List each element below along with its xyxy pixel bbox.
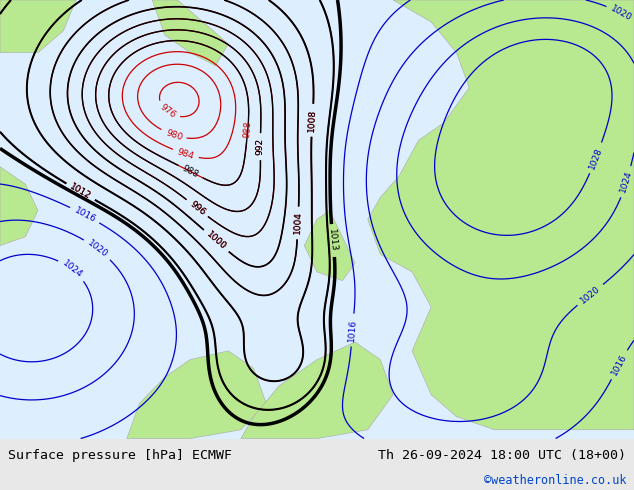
Text: 1013: 1013 <box>327 229 339 252</box>
Text: 976: 976 <box>158 103 177 121</box>
Text: Th 26-09-2024 18:00 UTC (18+00): Th 26-09-2024 18:00 UTC (18+00) <box>378 448 626 462</box>
Text: 1000: 1000 <box>205 230 228 252</box>
Polygon shape <box>0 0 76 52</box>
Text: 996: 996 <box>188 199 207 217</box>
Text: 992: 992 <box>256 138 265 155</box>
Text: 992: 992 <box>256 138 265 155</box>
Text: 1024: 1024 <box>619 170 634 194</box>
Text: 1016: 1016 <box>610 352 628 377</box>
Text: 1012: 1012 <box>68 182 93 201</box>
Text: 1004: 1004 <box>293 211 303 235</box>
Polygon shape <box>304 211 355 281</box>
Text: 1008: 1008 <box>307 108 318 132</box>
Text: ©weatheronline.co.uk: ©weatheronline.co.uk <box>484 474 626 487</box>
Text: 1028: 1028 <box>588 146 604 171</box>
Text: 1000: 1000 <box>205 230 228 252</box>
Text: 1016: 1016 <box>72 206 97 224</box>
Text: 1016: 1016 <box>347 318 358 342</box>
Text: 1008: 1008 <box>307 108 318 132</box>
Text: Surface pressure [hPa] ECMWF: Surface pressure [hPa] ECMWF <box>8 448 231 462</box>
Text: 988: 988 <box>243 120 253 138</box>
Polygon shape <box>152 0 228 66</box>
Text: 980: 980 <box>164 128 183 142</box>
Text: 1020: 1020 <box>86 239 110 260</box>
Polygon shape <box>0 167 38 245</box>
Text: 1024: 1024 <box>60 259 84 280</box>
Polygon shape <box>368 0 634 430</box>
Text: 988: 988 <box>181 164 200 179</box>
Text: 996: 996 <box>188 199 207 217</box>
Text: 1004: 1004 <box>293 211 303 235</box>
Text: 1012: 1012 <box>68 182 93 201</box>
Text: 1020: 1020 <box>578 284 602 305</box>
Polygon shape <box>241 342 393 439</box>
Text: 984: 984 <box>176 147 195 161</box>
Polygon shape <box>127 351 266 439</box>
Text: 1020: 1020 <box>609 4 633 23</box>
